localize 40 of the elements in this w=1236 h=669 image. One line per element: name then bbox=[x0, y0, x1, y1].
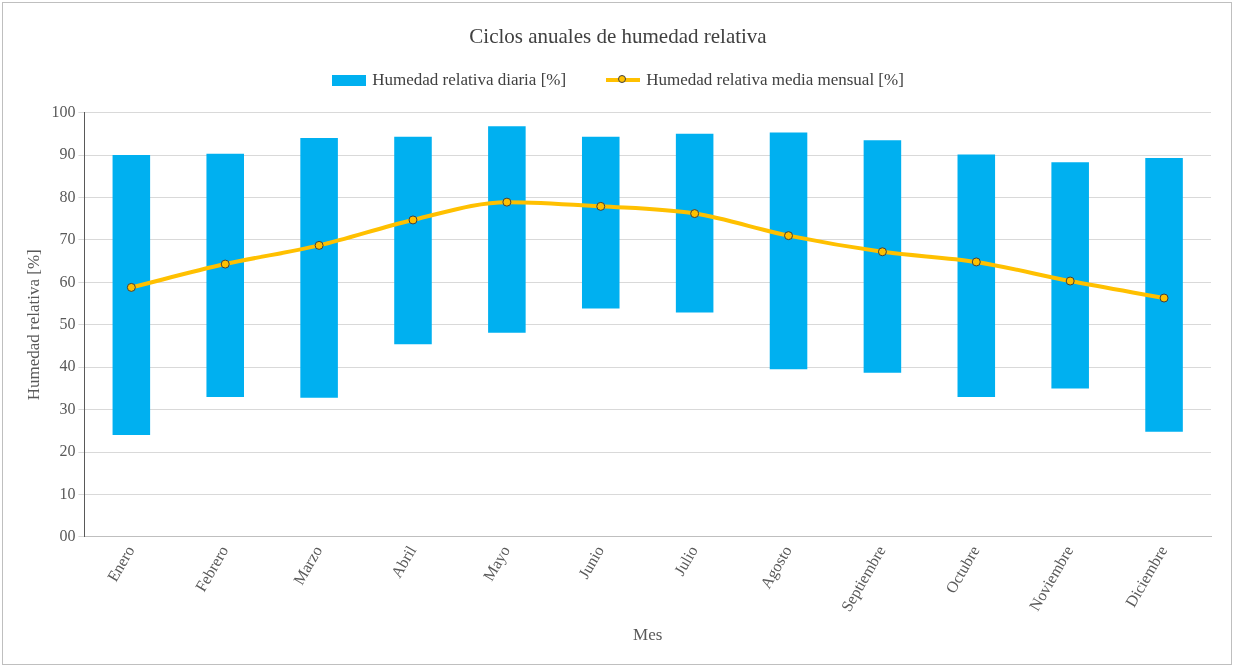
legend-label: Humedad relativa media mensual [%] bbox=[646, 70, 904, 90]
y-tick-label: 50 bbox=[59, 314, 76, 332]
point bbox=[502, 197, 512, 207]
y-tick-label: 00 bbox=[59, 527, 76, 545]
bar bbox=[1051, 162, 1089, 389]
bar bbox=[957, 154, 996, 397]
y-tick-label: 80 bbox=[59, 187, 76, 205]
bar bbox=[488, 126, 526, 333]
point bbox=[220, 259, 230, 269]
y-tick-label: 10 bbox=[59, 484, 76, 502]
bar bbox=[394, 136, 432, 345]
point bbox=[1065, 276, 1075, 286]
y-axis-title: Humedad relativa [%] bbox=[23, 249, 43, 401]
x-axis-title: Mes bbox=[633, 625, 663, 645]
point bbox=[1159, 293, 1169, 303]
y-tick-label: 40 bbox=[59, 357, 76, 375]
bar bbox=[863, 140, 902, 373]
point bbox=[784, 231, 794, 241]
bar bbox=[300, 138, 338, 398]
y-tick-label: 90 bbox=[59, 145, 76, 163]
point bbox=[971, 257, 981, 267]
y-tick-label: 30 bbox=[59, 399, 76, 417]
y-tick-label: 70 bbox=[59, 230, 76, 248]
point bbox=[126, 282, 136, 292]
point bbox=[877, 247, 887, 257]
bar bbox=[112, 155, 151, 436]
y-tick-label: 100 bbox=[51, 102, 76, 120]
point bbox=[596, 201, 606, 211]
bar bbox=[206, 153, 244, 397]
bar bbox=[769, 132, 808, 370]
chart-title: Ciclos anuales de humedad relativa bbox=[468, 24, 768, 49]
legend-label: Humedad relativa diaria [%] bbox=[372, 70, 567, 90]
bar bbox=[1145, 158, 1183, 432]
point bbox=[314, 240, 324, 250]
bar bbox=[675, 133, 714, 313]
point bbox=[690, 209, 700, 219]
bar bbox=[581, 136, 620, 309]
point bbox=[408, 215, 418, 225]
y-tick-label: 20 bbox=[59, 442, 76, 460]
y-tick-label: 60 bbox=[59, 272, 76, 290]
